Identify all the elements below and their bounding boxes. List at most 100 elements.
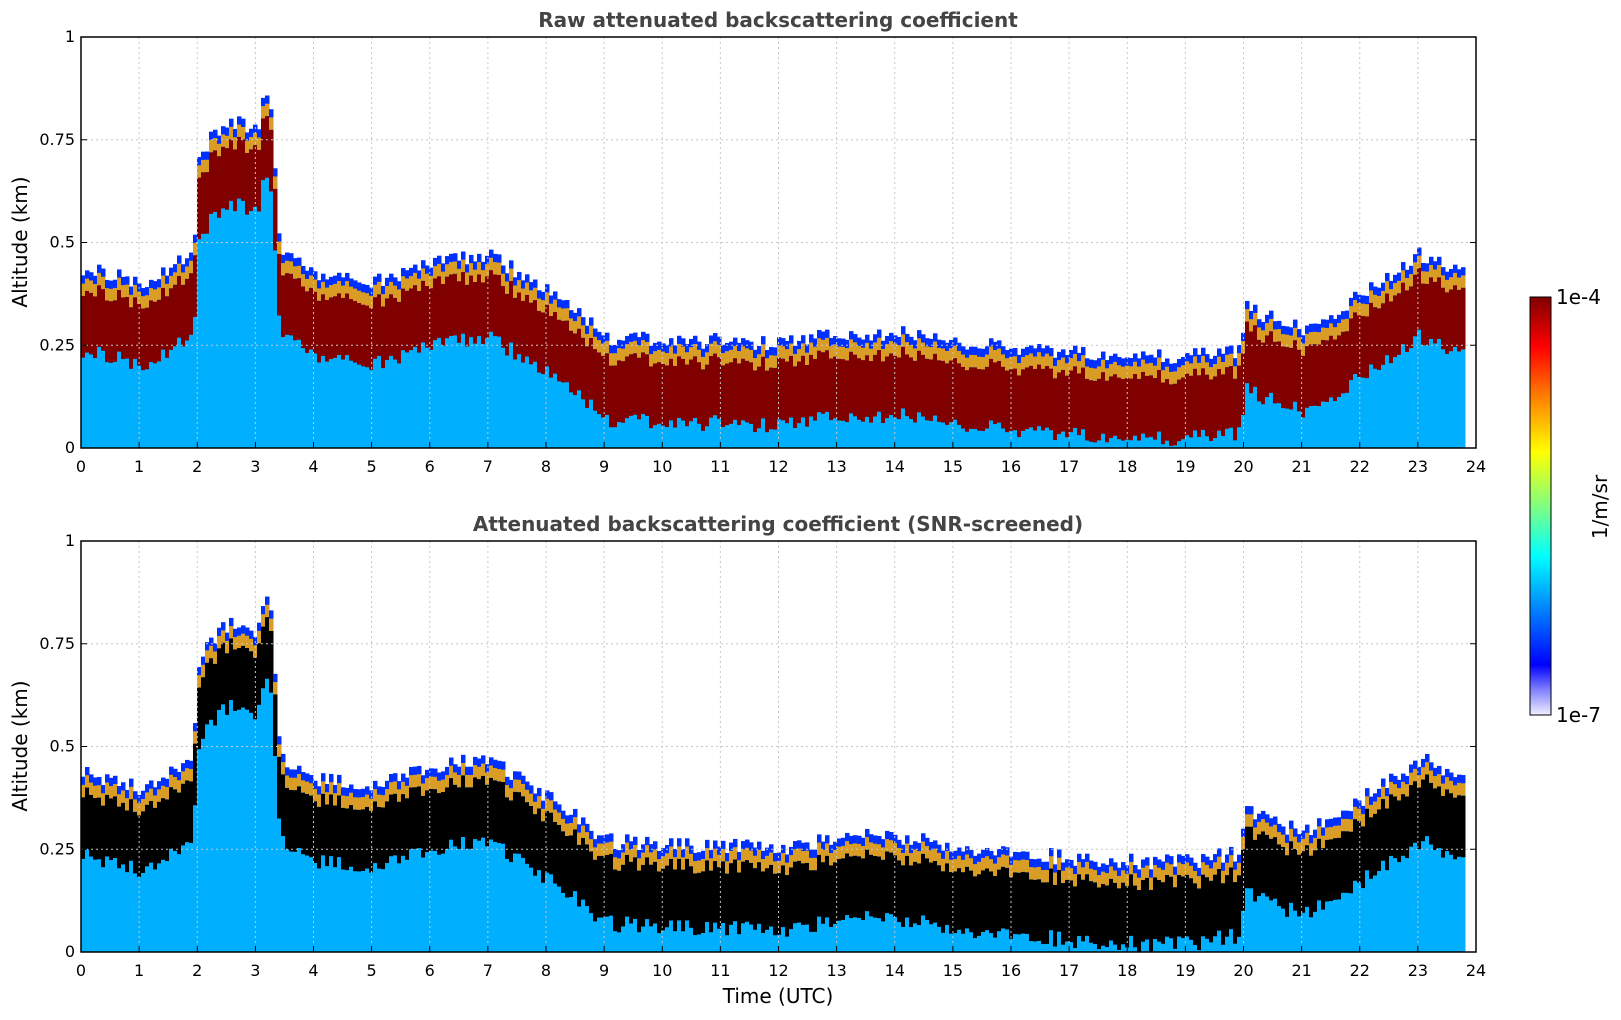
heatmap-layer-band (613, 365, 618, 428)
heatmap-layer-band (1121, 378, 1126, 441)
heatmap-layer-fringe (769, 355, 774, 368)
heatmap-layer-band (681, 358, 686, 421)
heatmap-layer-fringe (1237, 353, 1242, 366)
heatmap-layer-fringe (161, 785, 166, 799)
heatmap-layer-band (513, 791, 518, 854)
heatmap-layer-band (517, 292, 522, 355)
heatmap-column (361, 292, 366, 448)
heatmap-layer-fringe (1309, 332, 1314, 345)
heatmap-layer-fringe (357, 797, 362, 810)
heatmap-layer-band (593, 859, 598, 922)
heatmap-layer-band (661, 868, 666, 931)
heatmap-layer-fringe (1029, 353, 1034, 366)
heatmap-layer-fringe (337, 783, 342, 796)
heatmap-layer-fringe (1281, 834, 1286, 848)
heatmap-layer-fringe (581, 325, 586, 338)
heatmap-layer-fringe (1025, 859, 1030, 873)
x-tick-label: 7 (483, 961, 493, 980)
heatmap-layer-band (1313, 850, 1318, 912)
heatmap-layer-band (981, 870, 986, 932)
heatmap-layer-band (1025, 367, 1030, 430)
heatmap-layer-fringe (1037, 866, 1042, 880)
heatmap-layer-fringe (669, 846, 674, 859)
heatmap-layer-band (893, 355, 898, 418)
heatmap-layer-fringe (245, 140, 250, 153)
heatmap-column (269, 117, 274, 448)
heatmap-layer-band (137, 303, 142, 366)
heatmap-layer-fringe (1033, 356, 1038, 369)
heatmap-layer-fringe (857, 345, 862, 359)
heatmap-layer-band (401, 794, 406, 856)
heatmap-layer-band (769, 864, 774, 927)
heatmap-layer-band (1401, 282, 1406, 345)
x-tick-label: 2 (192, 457, 202, 476)
heatmap-layer-band (1181, 876, 1186, 939)
heatmap-layer-band (1221, 374, 1226, 436)
heatmap-layer-band (93, 798, 98, 860)
heatmap-layer-fringe (329, 285, 334, 298)
heatmap-layer-band (493, 780, 498, 842)
heatmap-layer-band (413, 285, 418, 347)
heatmap-layer-band (949, 360, 954, 423)
heatmap-layer-band (1237, 365, 1242, 428)
heatmap-layer-fringe (165, 283, 170, 297)
heatmap-layer-band (1025, 872, 1030, 934)
heatmap-layer-fringe (1093, 870, 1098, 883)
heatmap-layer-fringe (625, 344, 630, 357)
heatmap-column (157, 287, 162, 448)
heatmap-column (157, 789, 162, 952)
heatmap-column (113, 784, 118, 952)
heatmap-column (485, 772, 490, 952)
heatmap-layer-fringe (625, 842, 630, 855)
heatmap-layer-band (573, 829, 578, 892)
heatmap-layer-fringe (1441, 275, 1446, 288)
heatmap-layer-band (1085, 378, 1090, 441)
heatmap-layer-band (417, 290, 422, 353)
heatmap-layer-band (1049, 868, 1054, 931)
heatmap-layer-band (505, 293, 510, 356)
heatmap-layer-fringe (445, 775, 450, 788)
heatmap-layer-fringe (297, 773, 302, 787)
x-tick-label: 24 (1466, 961, 1486, 980)
heatmap-column (313, 788, 318, 952)
heatmap-layer-band (1149, 889, 1154, 952)
heatmap-layer-fringe (1069, 868, 1074, 881)
heatmap-column (141, 799, 146, 952)
heatmap-layer-band (549, 316, 554, 378)
heatmap-layer-fringe (1329, 323, 1334, 336)
heatmap-layer-fringe (705, 848, 710, 861)
heatmap-layer-fringe (1445, 777, 1450, 790)
heatmap-layer-fringe (633, 844, 638, 858)
heatmap-layer-band (885, 851, 890, 914)
heatmap-column (393, 781, 398, 952)
heatmap-layer-band (1285, 855, 1290, 917)
heatmap-layer-fringe (1045, 869, 1050, 883)
heatmap-layer-fringe (1173, 874, 1178, 888)
heatmap-layer-fringe (181, 771, 186, 784)
heatmap-column (1441, 783, 1446, 952)
heatmap-layer-band (441, 283, 446, 346)
heatmap-layer-fringe (557, 307, 562, 320)
heatmap-layer-band (1397, 800, 1402, 863)
heatmap-layer-band (1169, 876, 1174, 939)
heatmap-layer-band (409, 787, 414, 850)
x-tick-label: 19 (1175, 961, 1195, 980)
heatmap-layer-fringe (1345, 318, 1350, 332)
heatmap-layer-fringe (1269, 318, 1274, 332)
heatmap-layer-band (157, 801, 162, 864)
heatmap-layer-fringe (793, 353, 798, 367)
heatmap-layer-band (993, 362, 998, 425)
x-tick-label: 22 (1350, 457, 1370, 476)
heatmap-layer-fringe (1149, 362, 1154, 376)
heatmap-layer-fringe (1349, 819, 1354, 832)
heatmap-layer-band (1261, 342, 1266, 405)
heatmap-layer-fringe (825, 337, 830, 351)
heatmap-layer-band (1001, 866, 1006, 929)
heatmap-layer-fringe (1381, 290, 1386, 304)
heatmap-layer-fringe (473, 765, 478, 778)
heatmap-layer-band (557, 319, 562, 382)
heatmap-layer-band (85, 290, 90, 353)
heatmap-column (417, 278, 422, 448)
heatmap-layer-fringe (553, 299, 558, 312)
heatmap-layer-fringe (905, 342, 910, 355)
